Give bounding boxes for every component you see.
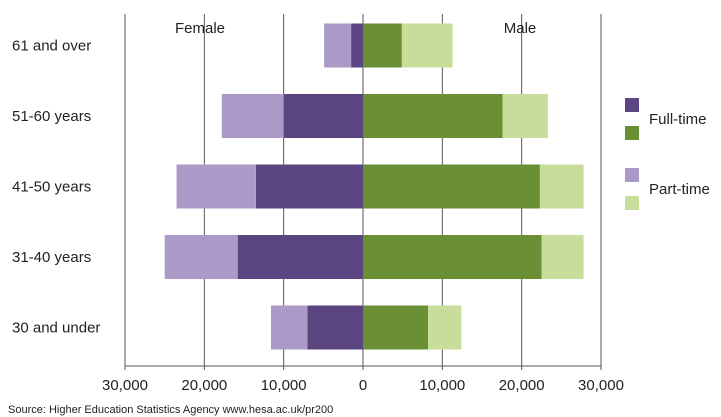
legend-label-full-time: Full-time [649, 111, 707, 128]
category-label-31-40-years: 31-40 years [12, 249, 91, 266]
legend-label-part-time: Part-time [649, 181, 710, 198]
bar-female-parttime-30-and-under [270, 305, 308, 350]
panel-label-female: Female [175, 20, 225, 37]
category-label-51-60-years: 51-60 years [12, 108, 91, 125]
category-label-41-50-years: 41-50 years [12, 179, 91, 196]
legend: Full-time Part-time [625, 98, 710, 210]
x-tick-label-5: 20,000 [499, 377, 545, 394]
bar-male-fulltime-30-and-under [363, 305, 429, 350]
axes [124, 365, 602, 370]
bar-female-fulltime-30-and-under [307, 305, 363, 350]
x-tick-label-1: 20,000 [181, 377, 227, 394]
x-tick-label-2: 10,000 [261, 377, 307, 394]
category-labels: 61 and over 51-60 years 41-50 years 31-40 y… [12, 38, 100, 337]
bars [164, 23, 584, 350]
bar-female-parttime-51-60-years [221, 94, 284, 138]
x-tick-label-0: 30,000 [102, 377, 148, 394]
bar-male-fulltime-61-and-over [363, 23, 402, 68]
x-tick-label-3: 0 [359, 377, 367, 394]
panel-label-male: Male [504, 20, 537, 37]
bar-female-parttime-41-50-years [176, 164, 256, 209]
legend-swatch-male-full-time [625, 126, 639, 140]
bar-male-parttime-61-and-over [401, 23, 453, 68]
bar-male-parttime-51-60-years [502, 94, 548, 138]
bar-female-parttime-31-40-years [164, 235, 238, 279]
bar-male-fulltime-41-50-years [363, 164, 540, 209]
x-tick-labels: 30,000 20,000 10,000 0 10,000 20,000 30,000 [102, 377, 624, 394]
bar-female-fulltime-51-60-years [283, 94, 363, 138]
legend-swatch-female-part-time [625, 168, 639, 182]
category-label-30-and-under: 30 and under [12, 320, 100, 337]
x-tick-label-6: 30,000 [578, 377, 624, 394]
x-tick-label-4: 10,000 [419, 377, 465, 394]
bar-male-parttime-30-and-under [428, 305, 462, 350]
bar-female-fulltime-61-and-over [351, 23, 363, 68]
bar-female-fulltime-41-50-years [255, 164, 363, 209]
legend-swatch-female-full-time [625, 98, 639, 112]
legend-swatch-male-part-time [625, 196, 639, 210]
bar-male-parttime-31-40-years [541, 235, 584, 279]
bar-female-parttime-61-and-over [324, 23, 352, 68]
bar-female-fulltime-31-40-years [237, 235, 363, 279]
bar-male-parttime-41-50-years [539, 164, 584, 209]
source-note: Source: Higher Education Statistics Agen… [8, 404, 333, 416]
category-label-61-and-over: 61 and over [12, 38, 91, 55]
bar-male-fulltime-51-60-years [363, 94, 503, 138]
bar-male-fulltime-31-40-years [363, 235, 542, 279]
